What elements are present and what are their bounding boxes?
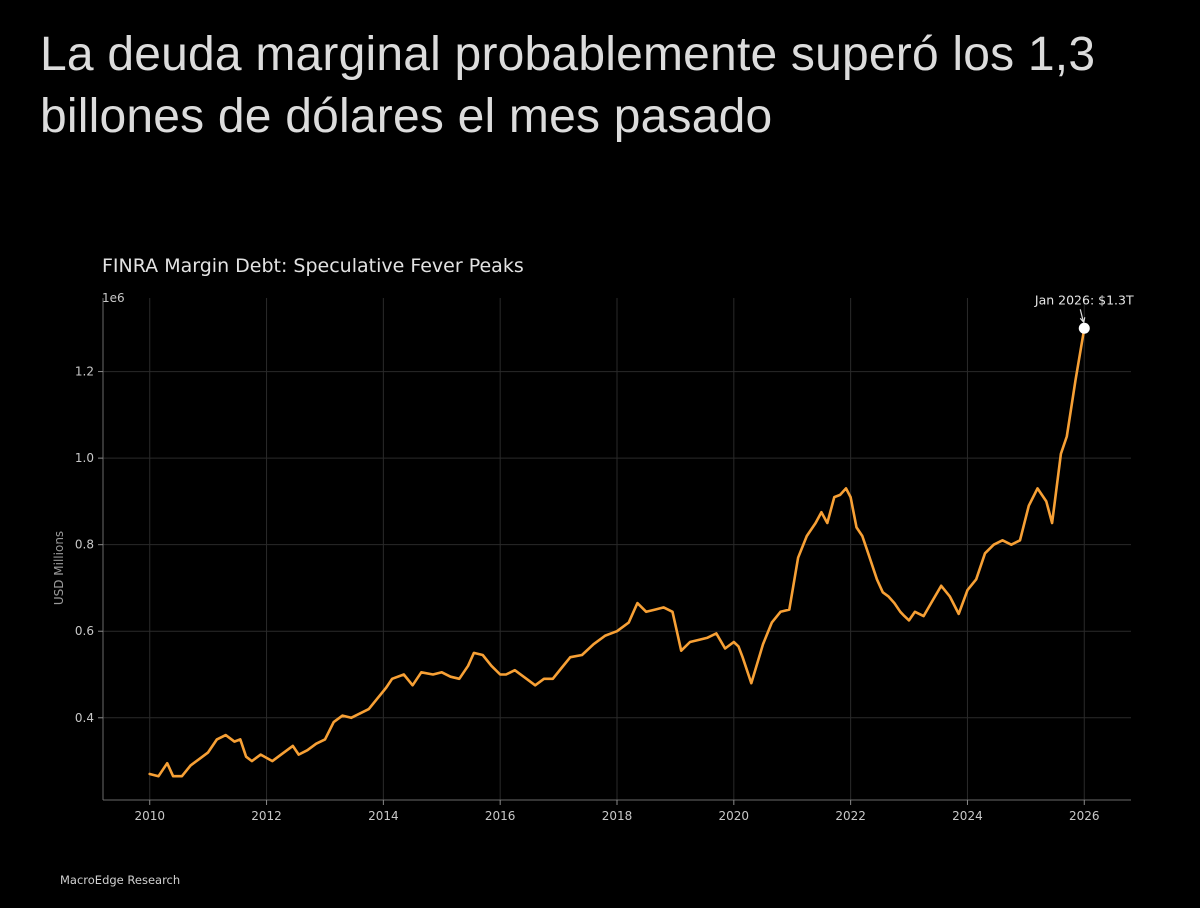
- y-tick-label-0.8: 0.8: [75, 538, 94, 552]
- x-tick-label-2014: 2014: [368, 809, 399, 823]
- tick-labels: 2010 2012 2014 2016 2018 2020 2022 2024 2026 0.4 0…: [75, 365, 1100, 823]
- series-layer: [148, 327, 1086, 778]
- x-tick-label-2022: 2022: [835, 809, 866, 823]
- annotation-text-0: Jan 2026: $1.3T: [1034, 292, 1134, 307]
- x-tick-label-2024: 2024: [952, 809, 983, 823]
- series-line-0: [148, 327, 1086, 778]
- annotation-arrowhead-0: [1079, 317, 1086, 324]
- x-tick-label-2026: 2026: [1069, 809, 1100, 823]
- x-tick-label-2012: 2012: [251, 809, 282, 823]
- chart-title: FINRA Margin Debt: Speculative Fever Pea…: [102, 255, 524, 277]
- x-tick-label-2018: 2018: [602, 809, 633, 823]
- headline: La deuda marginal probablemente superó l…: [40, 28, 1096, 143]
- y-scale-label: 1e6: [102, 291, 125, 305]
- annotation-marker-0: [1078, 322, 1090, 334]
- y-tick-label-0.6: 0.6: [75, 624, 94, 638]
- source-credit: MacroEdge Research: [60, 873, 180, 887]
- margin-debt-chart: FINRA Margin Debt: Speculative Fever Pea…: [52, 255, 1134, 887]
- x-tick-label-2020: 2020: [719, 809, 750, 823]
- annotation-layer: Jan 2026: $1.3T: [1034, 292, 1134, 334]
- y-tick-label-1.2: 1.2: [75, 365, 94, 379]
- chart-container: FINRA Margin Debt: Speculative Fever Pea…: [0, 230, 1200, 908]
- y-tick-label-1.0: 1.0: [75, 451, 94, 465]
- y-axis-label: USD Millions: [52, 531, 66, 605]
- y-tick-label-0.4: 0.4: [75, 711, 94, 725]
- x-tick-label-2010: 2010: [134, 809, 165, 823]
- annotation-arrow-0: [1079, 309, 1084, 322]
- grid-lines: [103, 298, 1131, 800]
- x-tick-label-2016: 2016: [485, 809, 516, 823]
